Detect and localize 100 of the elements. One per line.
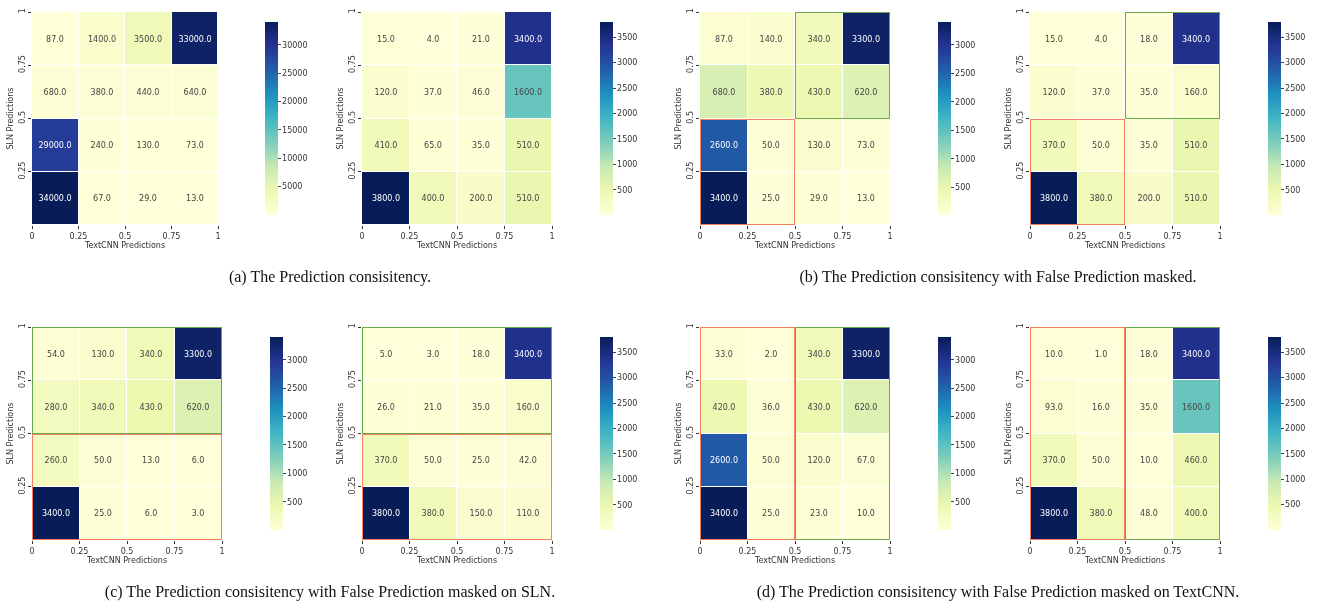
data-label: 50.0 [1092, 455, 1110, 465]
color-bar-label: 1500 [287, 440, 308, 450]
x-tick-label: 0.25 [1068, 546, 1087, 556]
data-label: 50.0 [424, 455, 442, 465]
data-label: 13.0 [186, 193, 204, 203]
data-label: 3400.0 [42, 508, 70, 518]
color-bar-label: 1000 [955, 469, 976, 479]
data-label: 380.0 [1089, 508, 1113, 518]
data-label: 13.0 [142, 455, 160, 465]
data-label: 50.0 [762, 455, 780, 465]
data-label: 120.0 [1042, 87, 1066, 97]
color-bar-label: 2000 [1285, 424, 1306, 434]
x-tick-label: 0 [359, 546, 365, 556]
y-axis-title: SLN Predictions [336, 87, 346, 150]
data-label: 4.0 [1094, 34, 1108, 44]
data-label: 400.0 [1184, 508, 1208, 518]
data-label: 13.0 [857, 193, 875, 203]
color-bar-label: 1500 [1285, 134, 1306, 144]
y-tick-label: 0.25 [685, 476, 695, 495]
color-bar-label: 1500 [617, 134, 638, 144]
y-tick-label: 1 [685, 8, 695, 14]
data-label: 380.0 [759, 87, 783, 97]
color-bar-label: 25000 [282, 68, 308, 78]
color-bar-label: 1000 [617, 160, 638, 170]
x-axis-title: TextCNN Predictions [753, 555, 836, 565]
data-label: 200.0 [469, 193, 493, 203]
color-bar-label: 500 [1285, 185, 1301, 195]
data-label: 3400.0 [514, 349, 542, 359]
y-tick-label: 0.25 [1015, 161, 1025, 180]
data-label: 35.0 [1140, 87, 1158, 97]
color-bar-label: 3500 [617, 33, 638, 43]
color-bar-label: 2000 [617, 424, 638, 434]
color-bar-label: 2500 [955, 383, 976, 393]
data-label: 1400.0 [88, 34, 116, 44]
data-label: 680.0 [712, 87, 736, 97]
data-label: 3300.0 [184, 349, 212, 359]
x-tick-label: 0.25 [1068, 231, 1087, 241]
y-axis-title: SLN Predictions [6, 402, 16, 465]
data-label: 26.0 [377, 402, 395, 412]
data-label: 4.0 [426, 34, 440, 44]
x-tick-label: 1 [219, 546, 225, 556]
data-label: 130.0 [91, 349, 115, 359]
x-tick-label: 0.75 [495, 546, 514, 556]
x-tick-label: 1 [215, 231, 221, 241]
data-label: 150.0 [469, 508, 493, 518]
x-tick-label: 0.75 [833, 231, 852, 241]
color-bar-label: 2000 [955, 97, 976, 107]
data-label: 3800.0 [1040, 508, 1068, 518]
y-tick-label: 1 [347, 8, 357, 14]
color-bar-label: 2000 [617, 109, 638, 119]
data-label: 3500.0 [134, 34, 162, 44]
data-label: 5.0 [379, 349, 393, 359]
y-tick-label: 1 [347, 323, 357, 329]
data-label: 3800.0 [372, 508, 400, 518]
y-axis-title: SLN Predictions [674, 87, 684, 150]
x-tick-label: 0.75 [833, 546, 852, 556]
x-tick-label: 0 [1027, 231, 1033, 241]
x-tick-label: 1 [1217, 231, 1223, 241]
data-label: 130.0 [136, 140, 160, 150]
color-bar-label: 1000 [955, 154, 976, 164]
data-label: 3400.0 [710, 193, 738, 203]
y-axis-title: SLN Predictions [336, 402, 346, 465]
data-label: 430.0 [807, 402, 831, 412]
data-label: 3800.0 [372, 193, 400, 203]
data-label: 160.0 [516, 402, 540, 412]
x-axis-title: TextCNN Predictions [753, 240, 836, 250]
data-label: 620.0 [186, 402, 210, 412]
color-bar-label: 1000 [1285, 475, 1306, 485]
x-tick-label: 0.75 [1163, 546, 1182, 556]
data-label: 3400.0 [1182, 349, 1210, 359]
y-tick-label: 0.5 [17, 425, 27, 439]
data-label: 29.0 [139, 193, 157, 203]
data-label: 10.0 [1045, 349, 1063, 359]
data-label: 640.0 [183, 87, 207, 97]
data-label: 34000.0 [38, 193, 72, 203]
data-label: 340.0 [807, 349, 831, 359]
data-label: 2600.0 [710, 140, 738, 150]
data-label: 430.0 [139, 402, 163, 412]
x-tick-label: 0 [359, 231, 365, 241]
y-tick-label: 0.25 [685, 161, 695, 180]
color-bar-label: 2000 [287, 412, 308, 422]
y-tick-label: 0.75 [685, 370, 695, 388]
data-label: 73.0 [857, 140, 875, 150]
y-tick-label: 0.75 [1015, 55, 1025, 73]
color-bar-label: 3000 [617, 373, 638, 383]
x-axis-title: TextCNN Predictions [85, 555, 168, 565]
data-label: 87.0 [46, 34, 64, 44]
data-label: 370.0 [1042, 455, 1066, 465]
x-tick-label: 0.25 [400, 231, 419, 241]
x-axis-title: TextCNN Predictions [415, 240, 498, 250]
data-label: 3400.0 [710, 508, 738, 518]
color-bar-label: 2000 [1285, 109, 1306, 119]
color-bar-label: 1500 [617, 449, 638, 459]
y-axis-title: SLN Predictions [1004, 87, 1014, 150]
color-bar-label: 15000 [282, 125, 308, 135]
color-bar-label: 1500 [955, 440, 976, 450]
data-label: 440.0 [136, 87, 160, 97]
x-tick-label: 0 [697, 546, 703, 556]
color-bar-label: 20000 [282, 97, 308, 107]
y-tick-label: 0.75 [17, 370, 27, 388]
